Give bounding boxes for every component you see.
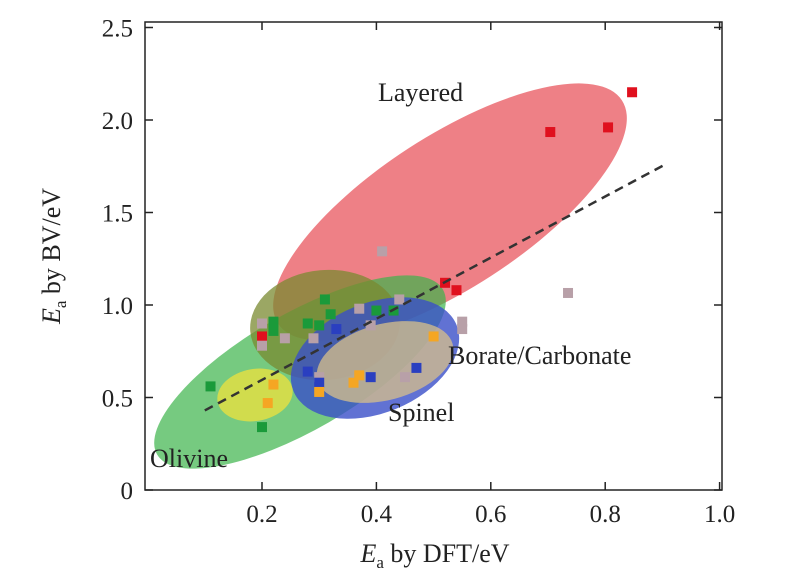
data-point <box>365 320 376 331</box>
points <box>205 87 638 433</box>
data-point <box>257 422 267 433</box>
x-tick-label: 1.0 <box>704 501 735 528</box>
data-point <box>400 372 410 383</box>
regions <box>154 83 627 469</box>
data-point <box>314 372 325 383</box>
data-point <box>354 370 365 381</box>
data-point <box>603 122 614 133</box>
trend-line <box>204 163 666 412</box>
data-point <box>268 316 279 327</box>
y-tick-label: 0.5 <box>102 386 133 413</box>
x-tick-label: 0.2 <box>246 501 277 528</box>
data-point <box>262 398 273 409</box>
data-point <box>257 331 267 342</box>
y-tick-label: 1.0 <box>102 293 133 320</box>
data-point <box>268 325 279 336</box>
data-point <box>302 318 313 329</box>
x-tick-label: 0.4 <box>361 501 393 528</box>
data-point <box>563 287 574 298</box>
data-point <box>457 316 468 327</box>
data-point <box>314 377 325 388</box>
data-point <box>394 294 405 305</box>
data-point <box>314 320 325 331</box>
data-point <box>268 379 279 390</box>
x-tick-label: 0.6 <box>475 501 506 528</box>
y-axis-label: Ea by BV/eV <box>37 188 70 325</box>
data-point <box>331 324 342 335</box>
data-point <box>545 127 556 138</box>
data-point <box>314 386 325 397</box>
data-point <box>319 294 330 305</box>
data-point <box>205 381 216 392</box>
data-point <box>371 305 382 316</box>
region-label-layered: Layered <box>378 78 463 107</box>
data-point <box>627 87 638 98</box>
data-point <box>377 246 388 257</box>
data-point <box>325 309 336 320</box>
data-point <box>428 331 439 342</box>
data-point <box>451 285 462 296</box>
y-tick-label: 0 <box>121 478 134 505</box>
y-tick-label: 1.5 <box>102 201 133 228</box>
y-tick-label: 2.0 <box>102 108 133 135</box>
data-point <box>348 377 359 388</box>
region-label-spinel: Spinel <box>388 398 454 427</box>
x-tick-label: 0.8 <box>590 501 621 528</box>
region-label-borate: Borate/Carbonate <box>448 341 631 370</box>
x-axis-label: Ea by DFT/eV <box>359 539 509 572</box>
data-point <box>308 333 319 344</box>
data-point <box>257 318 267 329</box>
data-point <box>279 333 290 344</box>
y-tick-label: 2.5 <box>102 16 133 43</box>
data-point <box>457 324 468 335</box>
plot-frame <box>144 21 723 491</box>
region-label-olivine: Olivine <box>150 444 228 473</box>
data-point <box>257 340 267 351</box>
data-point <box>411 362 422 373</box>
data-point <box>365 372 376 383</box>
data-point <box>354 303 365 314</box>
data-point <box>302 366 313 377</box>
ticks: 0.2 0.4 0.6 0.8 1.0 0 0.5 1.0 1.5 2.0 2.5 <box>102 16 735 529</box>
